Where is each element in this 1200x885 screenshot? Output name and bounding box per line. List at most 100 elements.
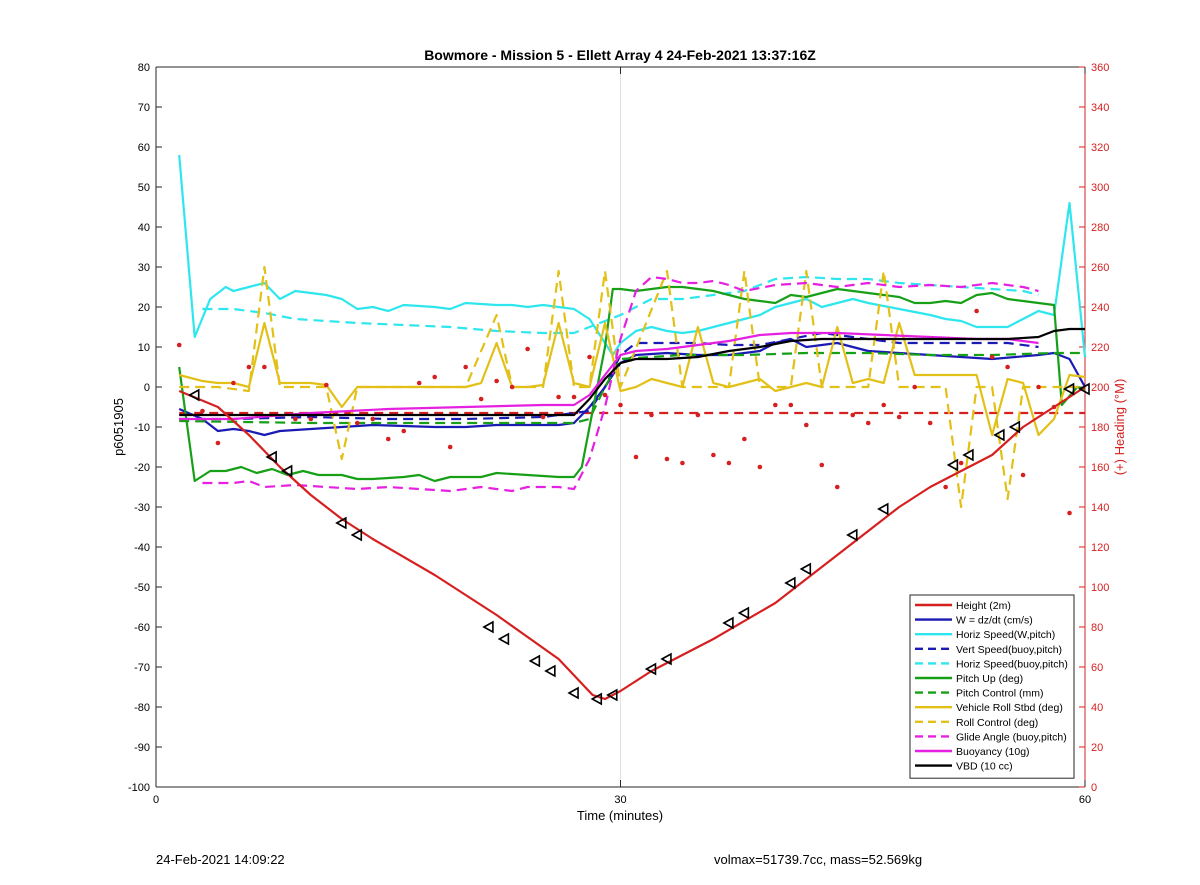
heading-point <box>989 354 995 360</box>
y2-tick-label: 120 <box>1091 542 1109 554</box>
dive-marker <box>497 632 510 646</box>
dive-marker <box>784 576 796 590</box>
y2-tick-label: 140 <box>1091 502 1109 514</box>
heading-point <box>865 420 871 426</box>
heading-point <box>401 428 407 434</box>
heading-point <box>896 414 902 420</box>
y2-tick-label: 60 <box>1091 662 1103 674</box>
dive-marker <box>962 448 974 462</box>
y-tick-label: 70 <box>138 102 150 114</box>
dive-marker <box>606 688 618 702</box>
heading-point <box>354 420 360 426</box>
chart-title: Bowmore - Mission 5 - Ellett Array 4 24-… <box>424 47 816 63</box>
heading-point <box>324 382 329 388</box>
series-line <box>202 275 1039 335</box>
y-tick-label: 80 <box>138 62 150 74</box>
x-tick-label: 0 <box>153 794 159 806</box>
y2-tick-label: 240 <box>1091 302 1109 314</box>
legend-label: Vehicle Roll Stbd (deg) <box>956 702 1063 714</box>
x-axis-label: Time (minutes) <box>577 808 663 823</box>
y-tick-label: 10 <box>138 342 150 354</box>
y2-tick-label: 260 <box>1091 262 1109 274</box>
dive-marker <box>993 428 1005 442</box>
heading-point <box>1036 384 1041 390</box>
y2-tick-label: 20 <box>1091 742 1103 754</box>
y2-tick-label: 160 <box>1091 462 1109 474</box>
heading-point <box>200 408 205 414</box>
legend-label: Glide Angle (buoy,pitch) <box>956 731 1067 743</box>
legend-label: Horiz Speed(W,pitch) <box>956 629 1055 641</box>
heading-point <box>262 364 267 370</box>
heading-point <box>478 396 484 402</box>
series-line <box>202 275 1039 493</box>
heading-point <box>618 402 623 408</box>
mission-chart: Bowmore - Mission 5 - Ellett Array 4 24-… <box>111 47 1127 823</box>
dive-marker <box>590 692 603 706</box>
legend-label: VBD (10 cc) <box>956 761 1013 773</box>
series-line <box>178 321 1086 437</box>
y-tick-label: -100 <box>128 782 150 794</box>
y-tick-label: -20 <box>134 462 150 474</box>
y-tick-label: -60 <box>134 622 150 634</box>
legend-label: Buoyancy (10g) <box>956 746 1030 758</box>
y-tick-label: 30 <box>138 262 150 274</box>
heading-point <box>176 342 182 348</box>
heading-point <box>556 394 561 400</box>
legend-label: Height (2m) <box>956 600 1011 612</box>
y-tick-label: -10 <box>134 422 150 434</box>
y2-axis-label: (+) Heading (°M) <box>1112 379 1127 476</box>
heading-point <box>742 436 747 442</box>
y2-tick-label: 300 <box>1091 182 1109 194</box>
heading-point <box>293 416 298 422</box>
heading-point <box>804 422 809 428</box>
y2-tick-label: 0 <box>1091 782 1097 794</box>
y-tick-label: -50 <box>134 582 150 594</box>
heading-point <box>726 460 732 466</box>
legend-label: Pitch Control (mm) <box>956 688 1044 700</box>
heading-point <box>416 380 422 386</box>
legend-label: Horiz Speed(buoy,pitch) <box>956 658 1068 670</box>
series-line <box>179 331 1039 421</box>
y2-tick-label: 280 <box>1091 222 1109 234</box>
x-tick-label: 30 <box>614 794 626 806</box>
heading-point <box>540 414 546 420</box>
heading-point <box>819 462 825 468</box>
heading-point <box>912 384 917 390</box>
y2-tick-label: 200 <box>1091 382 1109 394</box>
dive-marker <box>544 664 556 678</box>
heading-point <box>943 484 948 490</box>
series-line <box>178 386 1086 701</box>
heading-point <box>1067 510 1072 516</box>
dive-marker <box>335 516 347 530</box>
y2-tick-label: 360 <box>1091 62 1109 74</box>
y-tick-label: -80 <box>134 702 150 714</box>
y-tick-label: -40 <box>134 542 150 554</box>
dive-marker <box>737 606 750 620</box>
series-line <box>179 327 1085 417</box>
dive-marker <box>528 654 541 668</box>
heading-point <box>773 402 778 408</box>
heading-point <box>711 452 716 458</box>
legend-label: W = dz/dt (cm/s) <box>956 615 1033 627</box>
series-line <box>179 265 1085 509</box>
y2-tick-label: 320 <box>1091 142 1109 154</box>
y2-tick-label: 340 <box>1091 102 1109 114</box>
series-line <box>179 331 1039 421</box>
y-tick-label: -70 <box>134 662 150 674</box>
dive-marker <box>644 662 657 676</box>
series-line <box>178 154 1087 358</box>
dive-marker <box>877 502 889 516</box>
dive-marker <box>946 458 959 472</box>
y-tick-label: 20 <box>138 302 150 314</box>
heading-point <box>881 402 887 408</box>
heading-point <box>571 394 577 400</box>
heading-point <box>494 378 499 384</box>
y2-tick-label: 80 <box>1091 622 1103 634</box>
y2-tick-label: 220 <box>1091 342 1109 354</box>
x-tick-label: 60 <box>1079 794 1091 806</box>
dive-marker <box>188 388 200 402</box>
dive-marker <box>1008 420 1021 434</box>
data-layer <box>176 154 1090 706</box>
series-line <box>178 285 1086 483</box>
y-tick-label: 50 <box>138 182 150 194</box>
